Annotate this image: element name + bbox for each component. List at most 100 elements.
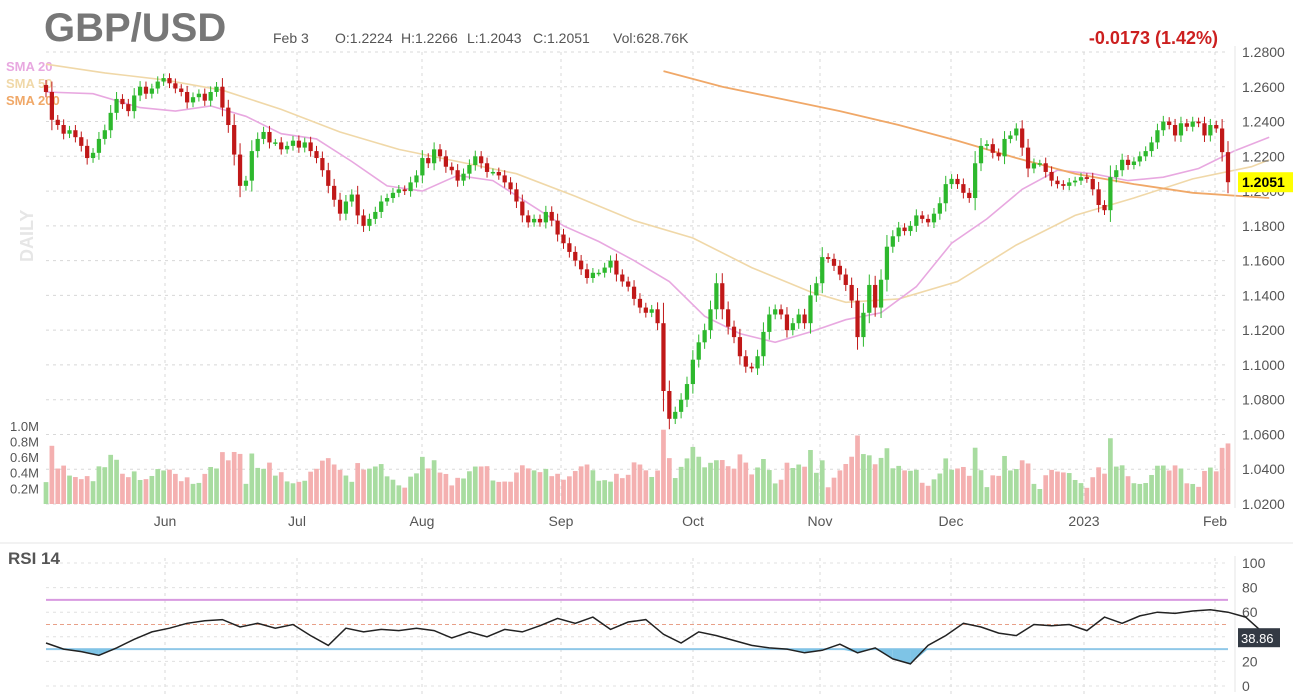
volume-bar xyxy=(784,462,790,504)
volume-bar xyxy=(672,478,678,504)
price-tick-label: 1.1200 xyxy=(1242,322,1285,338)
volume-bar xyxy=(525,468,531,504)
candle-body xyxy=(420,158,425,176)
candle-body xyxy=(737,337,743,357)
volume-bar xyxy=(772,483,778,504)
volume-bar xyxy=(272,475,278,504)
candle-body xyxy=(802,314,807,324)
candle-body xyxy=(314,151,319,159)
volume-bar xyxy=(1090,477,1096,504)
month-label: Aug xyxy=(410,513,435,529)
volume-bar xyxy=(190,483,196,504)
candle-body xyxy=(343,201,349,214)
candle-body xyxy=(332,185,337,200)
volume-bar xyxy=(1084,487,1090,504)
month-label: Feb xyxy=(1203,513,1227,529)
candle-body xyxy=(243,180,249,186)
volume-bar xyxy=(437,472,443,504)
volume-bar xyxy=(549,476,555,504)
volume-bar xyxy=(872,464,878,504)
candle-body xyxy=(484,163,490,172)
open-value: O:1.2224 xyxy=(335,30,393,46)
price-tick-label: 1.1600 xyxy=(1242,253,1285,269)
candle-body xyxy=(214,86,219,92)
volume-bar xyxy=(637,464,643,504)
candle-body xyxy=(508,182,513,190)
volume-bar xyxy=(1160,465,1166,504)
candle-body xyxy=(120,98,125,105)
candle-body xyxy=(185,91,190,103)
candle-body xyxy=(678,399,684,412)
candle-body xyxy=(643,307,648,313)
volume-bar xyxy=(614,473,619,504)
price-tick-label: 1.1400 xyxy=(1242,287,1285,303)
volume-bar xyxy=(1055,471,1060,504)
volume-bar xyxy=(749,474,755,504)
volume-bar xyxy=(343,475,349,504)
candle-body xyxy=(943,184,948,204)
price-tick-label: 1.2600 xyxy=(1242,79,1285,95)
volume-bar xyxy=(384,476,390,504)
candle-body xyxy=(455,170,460,181)
volume-tick-label: 0.8M xyxy=(10,434,39,449)
volume-bar xyxy=(1137,483,1143,504)
rsi-tick-label: 100 xyxy=(1242,555,1266,571)
candle-body xyxy=(496,171,501,176)
volume-bar xyxy=(778,479,784,504)
volume-bar xyxy=(61,465,66,504)
volume-bar xyxy=(378,464,384,504)
candle-body xyxy=(384,198,390,202)
volume-bar xyxy=(490,480,496,504)
month-label: Oct xyxy=(682,513,704,529)
candle-body xyxy=(667,391,672,419)
candle-body xyxy=(137,86,143,96)
candle-body xyxy=(955,178,960,185)
candle-body xyxy=(602,267,607,273)
volume-bar xyxy=(90,481,96,504)
volume-bar xyxy=(1184,483,1190,504)
volume-bar xyxy=(537,472,543,504)
candle-body xyxy=(579,260,584,270)
candle-body xyxy=(302,142,307,148)
candle-body xyxy=(1008,135,1013,139)
rsi-last-badge xyxy=(1238,628,1280,648)
candle-body xyxy=(584,269,590,278)
candle-body xyxy=(1114,170,1119,178)
rsi-tick-label: 80 xyxy=(1242,580,1258,596)
sma50-line xyxy=(45,63,1270,304)
volume-bar xyxy=(78,479,84,504)
candle-body xyxy=(631,286,637,299)
volume-bar xyxy=(367,468,372,504)
volume-bar xyxy=(1025,463,1031,504)
candle-body xyxy=(190,97,196,103)
price-tick-label: 1.0200 xyxy=(1242,496,1285,512)
volume-bar xyxy=(96,466,102,504)
volume-bar xyxy=(1225,443,1231,504)
candle-body xyxy=(232,125,237,155)
candle-body xyxy=(220,86,225,108)
candle-body xyxy=(55,119,60,126)
candle-body xyxy=(925,218,931,223)
volume-bar xyxy=(1113,466,1119,504)
rsi-tick-label: 0 xyxy=(1242,678,1250,694)
volume-bar xyxy=(243,483,249,504)
candle-body xyxy=(849,284,854,301)
candle-body xyxy=(673,411,678,419)
candle-body xyxy=(1196,121,1201,124)
volume-bar xyxy=(555,473,560,504)
candle-body xyxy=(414,175,419,183)
candle-body xyxy=(1214,125,1219,129)
candle-body xyxy=(514,189,519,202)
candle-body xyxy=(79,137,84,146)
volume-bar xyxy=(1008,470,1013,504)
rsi-last-value: 38.86 xyxy=(1241,631,1274,646)
volume-bar xyxy=(1149,474,1154,504)
volume-bar xyxy=(149,475,155,504)
grid xyxy=(46,51,1228,694)
candle-body xyxy=(1084,177,1089,179)
volume-bar xyxy=(543,468,549,504)
volume-bar xyxy=(666,458,672,504)
candle-body xyxy=(379,201,384,212)
month-label: Sep xyxy=(549,513,574,529)
candle-body xyxy=(408,182,413,192)
